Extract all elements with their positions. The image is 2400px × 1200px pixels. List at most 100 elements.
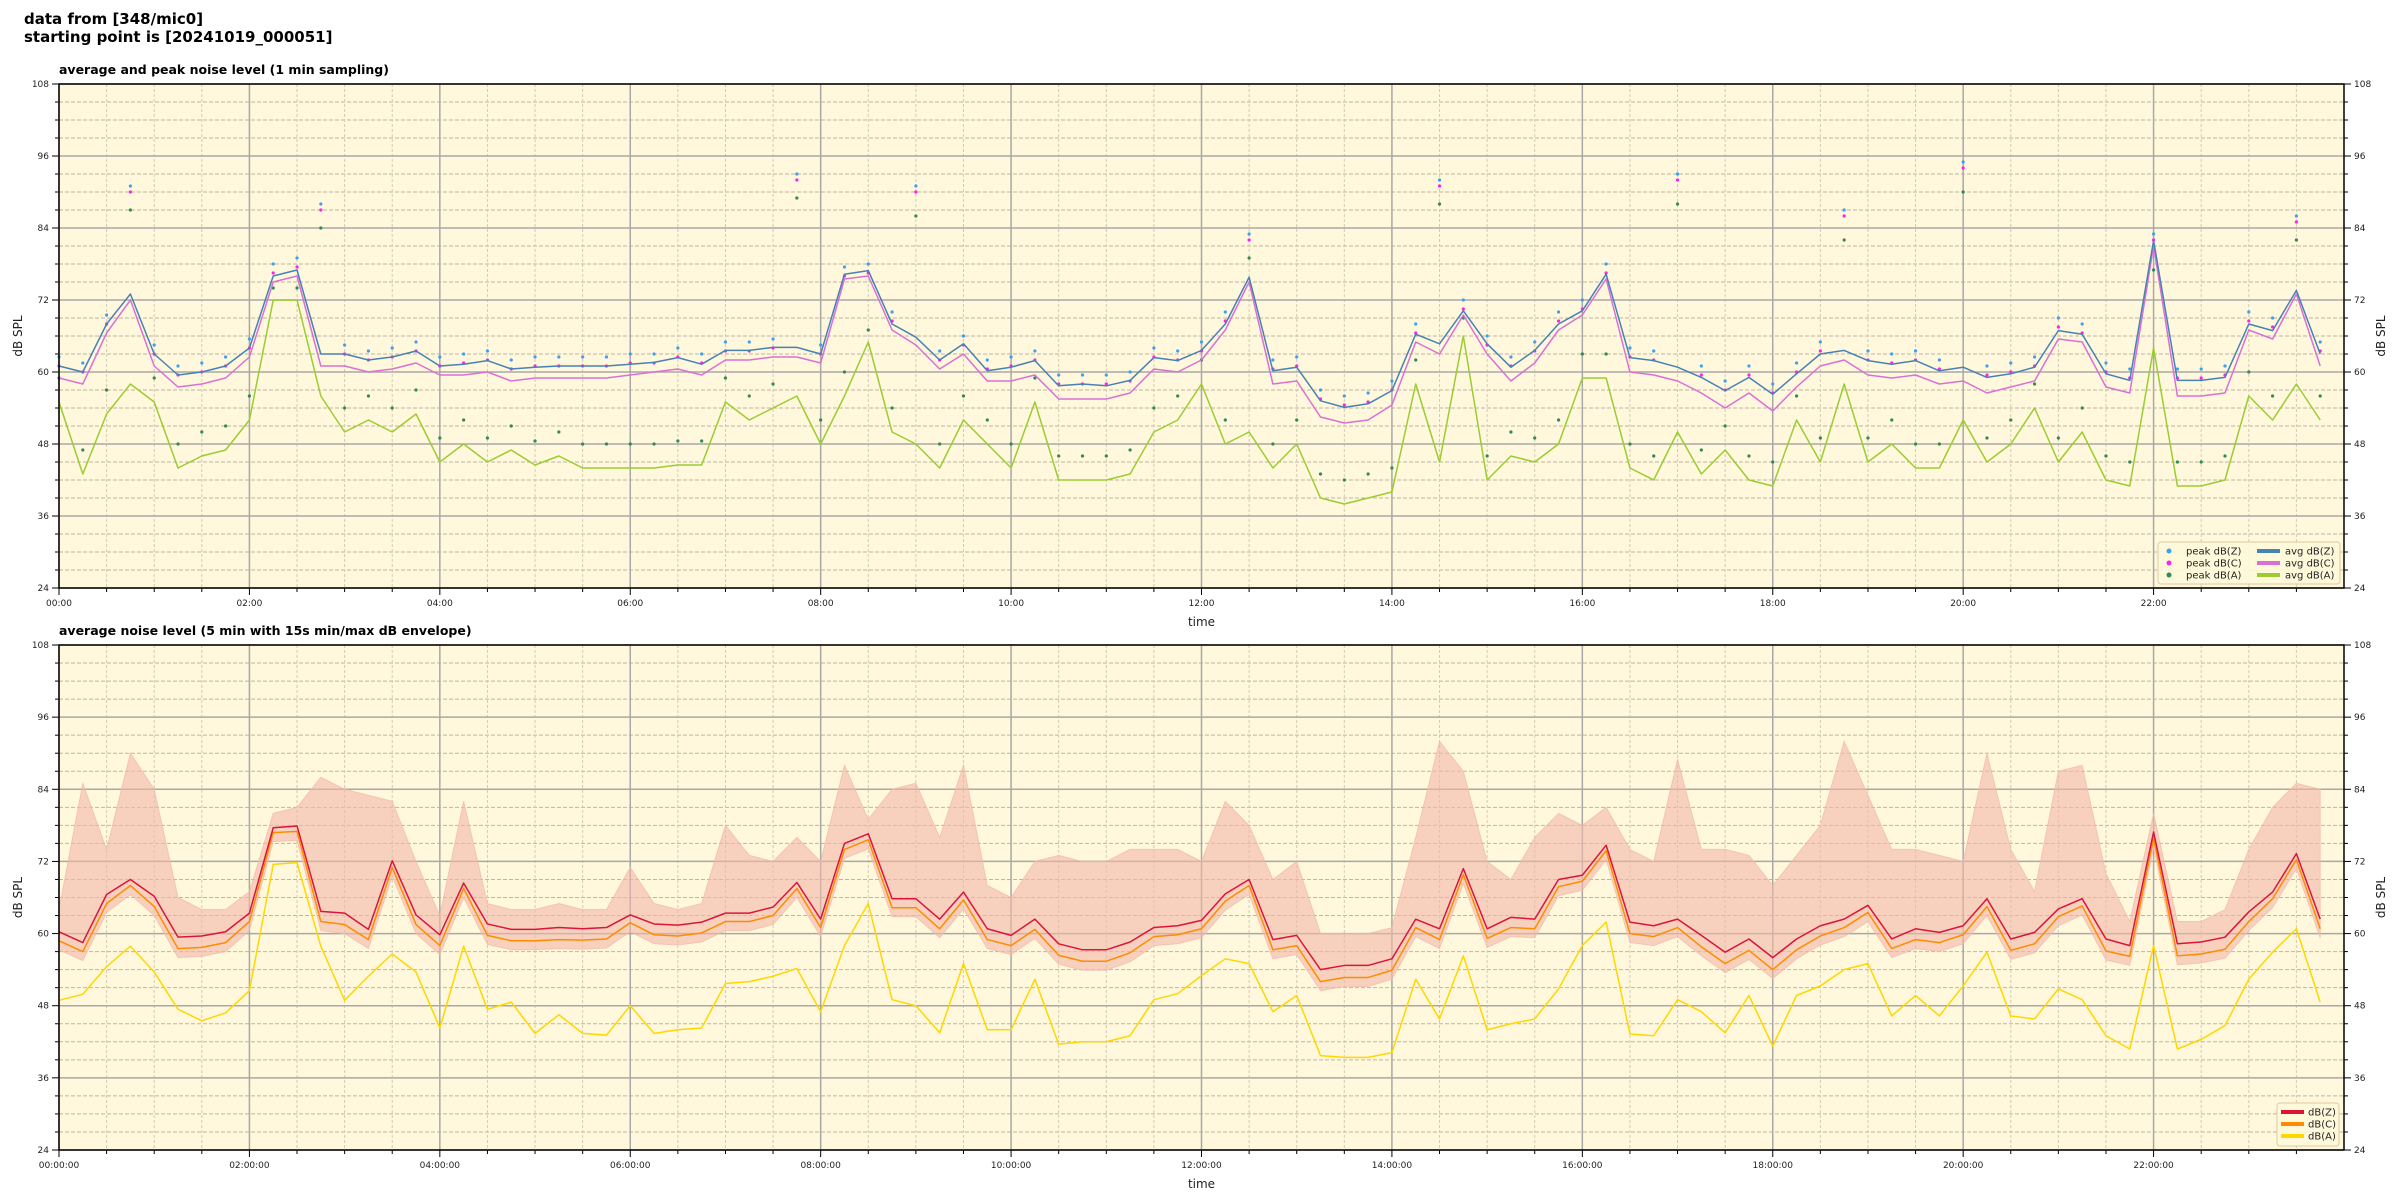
point-peak-db-a bbox=[1961, 190, 1965, 194]
line-avg-db-a bbox=[58, 299, 2321, 505]
legend-label: avg dB(C) bbox=[2285, 559, 2335, 570]
legend-label: peak dB(Z) bbox=[2186, 547, 2242, 558]
point-peak-db-a bbox=[914, 214, 918, 218]
point-peak-db-z bbox=[1247, 232, 1251, 236]
y-tick-label-right: 48 bbox=[2354, 1002, 2366, 1012]
point-peak-db-z bbox=[105, 313, 109, 317]
series-peak-db-z bbox=[57, 160, 2322, 398]
point-peak-db-z bbox=[1104, 373, 1108, 377]
point-peak-db-z bbox=[295, 256, 299, 260]
legend-marker bbox=[2166, 572, 2172, 578]
y-tick-label-right: 24 bbox=[2354, 1146, 2366, 1156]
point-peak-db-a bbox=[2032, 382, 2037, 386]
y-tick-label: 72 bbox=[38, 857, 49, 867]
point-peak-db-z bbox=[723, 340, 728, 344]
y-tick-label: 84 bbox=[38, 224, 50, 234]
figure-title-source: data from [348/mic0] bbox=[24, 10, 204, 28]
point-peak-db-z bbox=[1985, 364, 1989, 368]
point-peak-db-z bbox=[1223, 310, 1227, 314]
point-peak-db-a bbox=[1533, 436, 1537, 440]
top-chart: 24 24 36 36 48 48 60 60 72 72 84 84 96 96 108 108 00:00 0… bbox=[11, 80, 2388, 629]
x-tick-label: 20:00:00 bbox=[1943, 1161, 1984, 1171]
y-tick-label-right: 72 bbox=[2354, 857, 2365, 867]
y-tick-label-right: 60 bbox=[2354, 368, 2366, 378]
legend: dB(Z)dB(C)dB(A) bbox=[2276, 1102, 2340, 1147]
x-tick-label: 14:00 bbox=[1379, 599, 1405, 609]
x-tick-label: 10:00:00 bbox=[991, 1161, 1032, 1171]
x-tick-label: 00:00 bbox=[46, 599, 72, 609]
point-peak-db-z bbox=[604, 355, 609, 359]
point-peak-db-a bbox=[271, 286, 275, 290]
point-peak-db-z bbox=[128, 184, 133, 188]
point-peak-db-z bbox=[1913, 349, 1918, 353]
point-peak-db-c bbox=[319, 208, 323, 212]
point-peak-db-a bbox=[1223, 418, 1227, 422]
x-tick-label: 22:00 bbox=[2141, 599, 2167, 609]
point-peak-db-a bbox=[1318, 472, 1323, 476]
point-peak-db-a bbox=[747, 394, 751, 398]
point-peak-db-c bbox=[271, 271, 275, 275]
point-peak-db-z bbox=[676, 346, 680, 350]
point-peak-db-a bbox=[938, 442, 942, 446]
y-tick-label-right: 72 bbox=[2354, 296, 2365, 306]
x-tick-label: 16:00 bbox=[1569, 599, 1595, 609]
point-peak-db-a bbox=[1604, 352, 1608, 356]
point-peak-db-a bbox=[1818, 436, 1822, 440]
y-tick-label-right: 24 bbox=[2354, 584, 2366, 594]
figure-title-start: starting point is [20241019_000051] bbox=[24, 28, 333, 46]
y-tick-label: 48 bbox=[38, 1002, 50, 1012]
point-peak-db-z bbox=[1866, 349, 1870, 353]
point-peak-db-a bbox=[723, 376, 728, 380]
point-peak-db-z bbox=[224, 355, 228, 359]
point-peak-db-a bbox=[652, 442, 656, 446]
point-peak-db-a bbox=[105, 388, 109, 392]
point-peak-db-a bbox=[2056, 436, 2060, 440]
point-peak-db-z bbox=[1794, 361, 1799, 365]
legend-label: dB(A) bbox=[2308, 1132, 2336, 1143]
point-peak-db-a bbox=[2318, 394, 2322, 398]
point-peak-db-a bbox=[1009, 442, 1013, 446]
point-peak-db-a bbox=[2151, 268, 2156, 272]
point-peak-db-a bbox=[581, 442, 585, 446]
point-peak-db-z bbox=[700, 352, 704, 356]
point-peak-db-z bbox=[1199, 340, 1204, 344]
point-peak-db-a bbox=[795, 196, 799, 200]
point-peak-db-z bbox=[1057, 373, 1061, 377]
y-tick-label: 60 bbox=[38, 930, 50, 940]
point-peak-db-c bbox=[1556, 319, 1561, 323]
x-tick-label: 22:00:00 bbox=[2133, 1161, 2174, 1171]
point-peak-db-z bbox=[1414, 322, 1418, 326]
point-peak-db-z bbox=[2199, 367, 2203, 371]
point-peak-db-c bbox=[1747, 373, 1751, 377]
point-peak-db-a bbox=[890, 406, 894, 410]
point-peak-db-a bbox=[2270, 394, 2275, 398]
y-tick-label-right: 84 bbox=[2354, 785, 2366, 795]
y-tick-label: 96 bbox=[38, 713, 50, 723]
y-axis-label-right: dB SPL bbox=[2374, 315, 2388, 357]
point-peak-db-a bbox=[2223, 454, 2227, 458]
y-tick-label: 24 bbox=[38, 584, 50, 594]
point-peak-db-z bbox=[1437, 178, 1442, 182]
point-peak-db-c bbox=[1961, 166, 1965, 170]
point-peak-db-z bbox=[414, 340, 418, 344]
point-peak-db-z bbox=[1390, 379, 1394, 383]
point-peak-db-z bbox=[462, 352, 466, 356]
point-peak-db-a bbox=[1842, 238, 1846, 242]
point-peak-db-a bbox=[2199, 460, 2203, 464]
point-peak-db-z bbox=[247, 337, 252, 341]
y-tick-label: 60 bbox=[38, 368, 50, 378]
point-peak-db-z bbox=[866, 262, 870, 266]
y-tick-label-right: 108 bbox=[2354, 641, 2371, 651]
point-peak-db-z bbox=[2056, 316, 2060, 320]
y-tick-label: 36 bbox=[38, 512, 50, 522]
point-peak-db-a bbox=[295, 286, 299, 290]
y-tick-label-right: 84 bbox=[2354, 224, 2366, 234]
line-db-a bbox=[58, 861, 2321, 1059]
point-peak-db-c bbox=[914, 190, 918, 194]
point-peak-db-z bbox=[2270, 316, 2275, 320]
point-peak-db-a bbox=[1342, 478, 1346, 482]
y-tick-label: 36 bbox=[38, 1074, 50, 1084]
point-peak-db-a bbox=[676, 439, 680, 443]
point-peak-db-a bbox=[224, 424, 228, 428]
x-tick-label: 12:00:00 bbox=[1181, 1161, 1222, 1171]
